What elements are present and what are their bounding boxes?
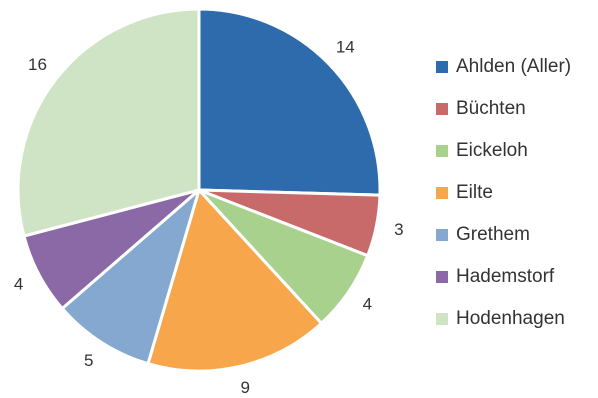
- legend-item-eilte: Eilte: [436, 182, 493, 203]
- legend-label-hademstorf: Hademstorf: [456, 266, 555, 287]
- pie-data-labels: 14 3 4 9 5 4 16: [14, 37, 404, 397]
- data-label-buchten: 3: [394, 220, 403, 239]
- data-label-hodenhagen: 16: [28, 55, 47, 74]
- legend-swatch-grethem: [436, 229, 448, 241]
- legend-swatch-eickeloh: [436, 145, 448, 157]
- data-label-eickeloh: 4: [363, 295, 372, 314]
- legend-item-ahlden-aller: Ahlden (Aller): [436, 56, 571, 77]
- pie-slice-eilte: [146, 188, 323, 373]
- data-label-eilte: 9: [240, 378, 249, 397]
- legend-item-grethem: Grethem: [436, 224, 530, 245]
- legend-label-eickeloh: Eickeloh: [456, 140, 528, 161]
- legend-item-eickeloh: Eickeloh: [436, 140, 528, 161]
- legend-item-hademstorf: Hademstorf: [436, 266, 555, 287]
- legend-swatch-eilte: [436, 187, 448, 199]
- pie-slice-ahlden-aller: [197, 7, 382, 197]
- pie-slices: [16, 7, 382, 373]
- pie-slice-hodenhagen: [16, 7, 201, 238]
- legend-swatch-ahlden-aller: [436, 61, 448, 73]
- legend-swatch-hodenhagen: [436, 313, 448, 325]
- legend-label-hodenhagen: Hodenhagen: [456, 308, 565, 329]
- legend-item-buchten: Büchten: [436, 98, 526, 119]
- legend-label-ahlden-aller: Ahlden (Aller): [456, 56, 571, 77]
- legend-label-grethem: Grethem: [456, 224, 530, 245]
- legend-swatch-hademstorf: [436, 271, 448, 283]
- chart-legend: Ahlden (Aller) Büchten Eickeloh Eilte Grethe…: [436, 56, 571, 329]
- pie-slice-grethem: [60, 188, 201, 366]
- data-label-ahlden-aller: 14: [336, 37, 355, 56]
- data-label-grethem: 5: [84, 351, 93, 370]
- data-label-hademstorf: 4: [14, 275, 23, 294]
- legend-item-hodenhagen: Hodenhagen: [436, 308, 565, 329]
- legend-label-buchten: Büchten: [456, 98, 526, 119]
- legend-label-eilte: Eilte: [456, 182, 493, 203]
- legend-swatch-buchten: [436, 103, 448, 115]
